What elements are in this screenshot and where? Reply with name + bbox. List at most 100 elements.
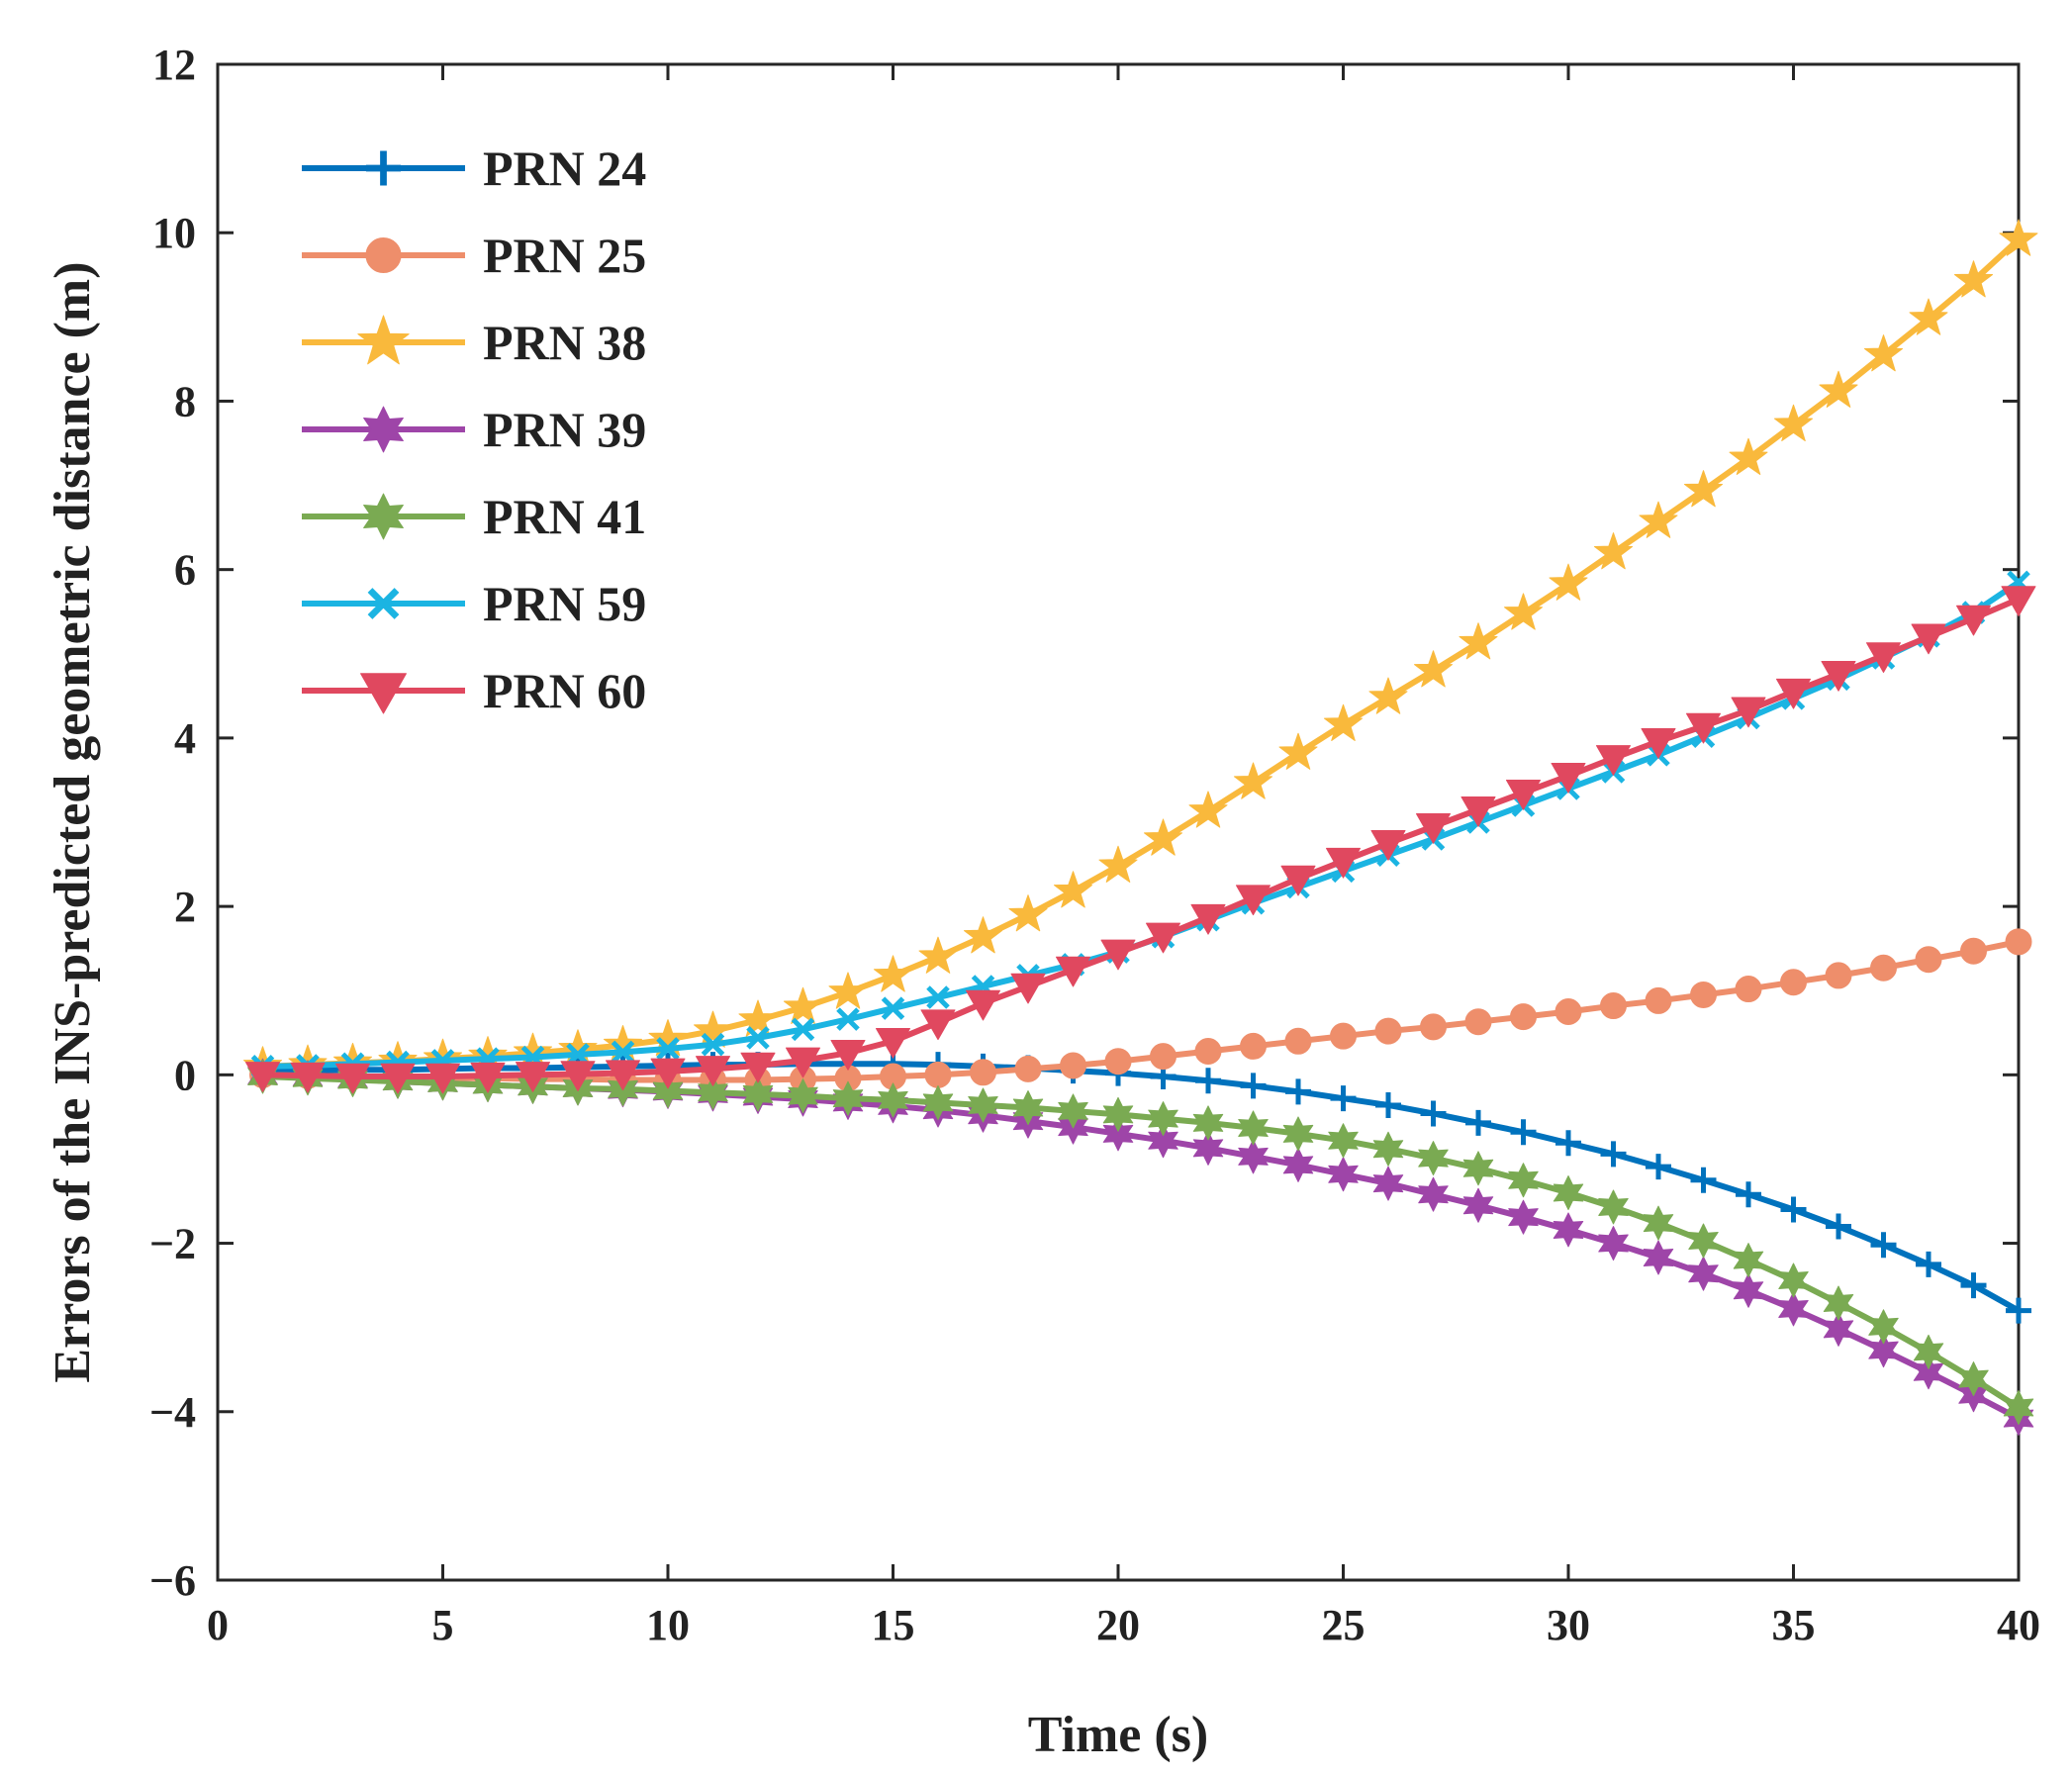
data-point-prn-41 [1868,1309,1899,1345]
data-point-prn-25 [1510,1003,1537,1031]
data-point-prn-41 [742,1076,774,1112]
data-point-prn-41 [2003,1390,2034,1426]
data-point-prn-39 [1192,1130,1224,1166]
data-point-prn-41 [968,1087,998,1123]
data-point-prn-60 [1776,678,1811,709]
data-point-prn-25 [1150,1043,1177,1071]
data-point-prn-60 [696,1056,730,1086]
data-point-prn-41 [1418,1141,1449,1176]
y-tick-label: 2 [174,883,196,931]
data-point-prn-25 [1645,986,1672,1014]
data-point-prn-25 [924,1061,952,1088]
data-point-prn-25 [1915,946,1942,974]
data-point-prn-41 [1058,1093,1088,1129]
y-tick-label: 12 [152,41,196,89]
data-point-prn-59 [881,996,905,1020]
y-tick-label: −4 [149,1388,196,1437]
data-point-prn-24 [1555,1130,1581,1157]
data-point-prn-59 [926,985,950,1009]
data-point-prn-60 [1370,830,1406,861]
data-point-prn-41 [1913,1334,1944,1369]
series-layer [242,219,2038,1437]
x-tick-label: 5 [432,1601,454,1649]
data-point-prn-39 [1418,1176,1449,1212]
series-prn-60 [245,586,2036,1094]
data-point-prn-60 [245,1062,280,1092]
legend-label: PRN 41 [483,489,646,544]
data-point-prn-60 [1190,903,1226,935]
data-point-prn-38 [693,1010,733,1048]
data-point-prn-25 [1194,1038,1222,1066]
data-point-prn-25 [1330,1022,1357,1050]
data-point-prn-25 [1374,1017,1402,1045]
data-point-prn-24 [1870,1232,1897,1259]
data-point-prn-38 [1909,298,1948,335]
data-point-prn-60 [1236,885,1271,916]
data-point-prn-38 [918,936,958,974]
data-point-prn-38 [1459,622,1498,660]
data-point-prn-25 [1780,969,1807,996]
data-point-prn-41 [788,1078,818,1114]
plot-area-frame [216,62,2021,1582]
legend-label: PRN 39 [483,402,646,457]
data-point-prn-25 [1690,981,1717,1008]
y-tick-label: −6 [149,1556,196,1605]
data-point-prn-25 [1420,1013,1447,1041]
data-point-prn-39 [1462,1187,1494,1223]
data-point-prn-41 [878,1082,908,1118]
legend-item-prn-41: PRN 41 [302,489,646,544]
data-point-prn-39 [1282,1147,1314,1182]
data-point-prn-38 [1639,501,1678,538]
data-point-prn-38 [1278,732,1318,770]
y-tick-label: 10 [152,209,196,257]
data-point-prn-24 [1736,1181,1761,1208]
data-point-prn-25 [1735,976,1762,1003]
legend-label: PRN 24 [483,140,646,196]
data-point-prn-39 [1508,1199,1539,1235]
data-point-prn-38 [828,972,868,1009]
data-point-prn-60 [1280,865,1316,896]
data-point-prn-60 [1866,642,1901,673]
data-point-prn-38 [783,986,823,1024]
series-line-prn-24 [259,1061,2022,1314]
legend-marker [357,315,410,365]
data-point-prn-38 [1233,762,1273,799]
data-point-prn-60 [1146,922,1180,954]
data-point-prn-38 [1863,334,1904,372]
data-point-prn-25 [1060,1052,1086,1079]
data-point-prn-25 [2005,928,2032,956]
data-point-prn-24 [1690,1167,1717,1193]
data-point-prn-39 [1643,1240,1674,1275]
data-point-prn-60 [335,1063,370,1094]
data-point-prn-38 [1953,260,1994,298]
data-point-prn-60 [516,1062,550,1092]
data-point-prn-60 [1056,956,1090,987]
data-point-prn-25 [1825,962,1852,989]
data-point-prn-41 [1823,1285,1854,1321]
data-point-prn-60 [560,1061,596,1091]
legend-item-prn-59: PRN 59 [302,576,646,631]
data-point-prn-41 [1733,1243,1764,1278]
x-tick-label: 35 [1772,1601,1816,1649]
data-point-prn-38 [1503,593,1544,630]
data-point-prn-24 [1780,1196,1807,1223]
data-point-prn-41 [1778,1263,1809,1298]
data-point-prn-60 [1416,813,1451,844]
data-point-prn-41 [1958,1361,1989,1397]
data-point-prn-59 [611,1040,635,1065]
data-point-prn-60 [920,1009,956,1041]
data-point-prn-59 [791,1017,815,1042]
data-point-prn-41 [1508,1163,1539,1198]
data-point-prn-60 [786,1047,820,1078]
data-point-prn-60 [1100,939,1136,971]
data-point-prn-60 [1551,762,1586,794]
data-point-prn-24 [1600,1141,1627,1168]
data-point-prn-25 [1104,1048,1132,1076]
data-point-prn-60 [1326,847,1361,879]
data-point-prn-41 [1328,1123,1359,1159]
data-point-prn-25 [970,1059,996,1086]
data-point-prn-60 [1460,795,1496,827]
data-point-prn-24 [1826,1213,1851,1240]
data-point-prn-38 [1053,871,1093,908]
data-point-prn-60 [1506,779,1541,810]
